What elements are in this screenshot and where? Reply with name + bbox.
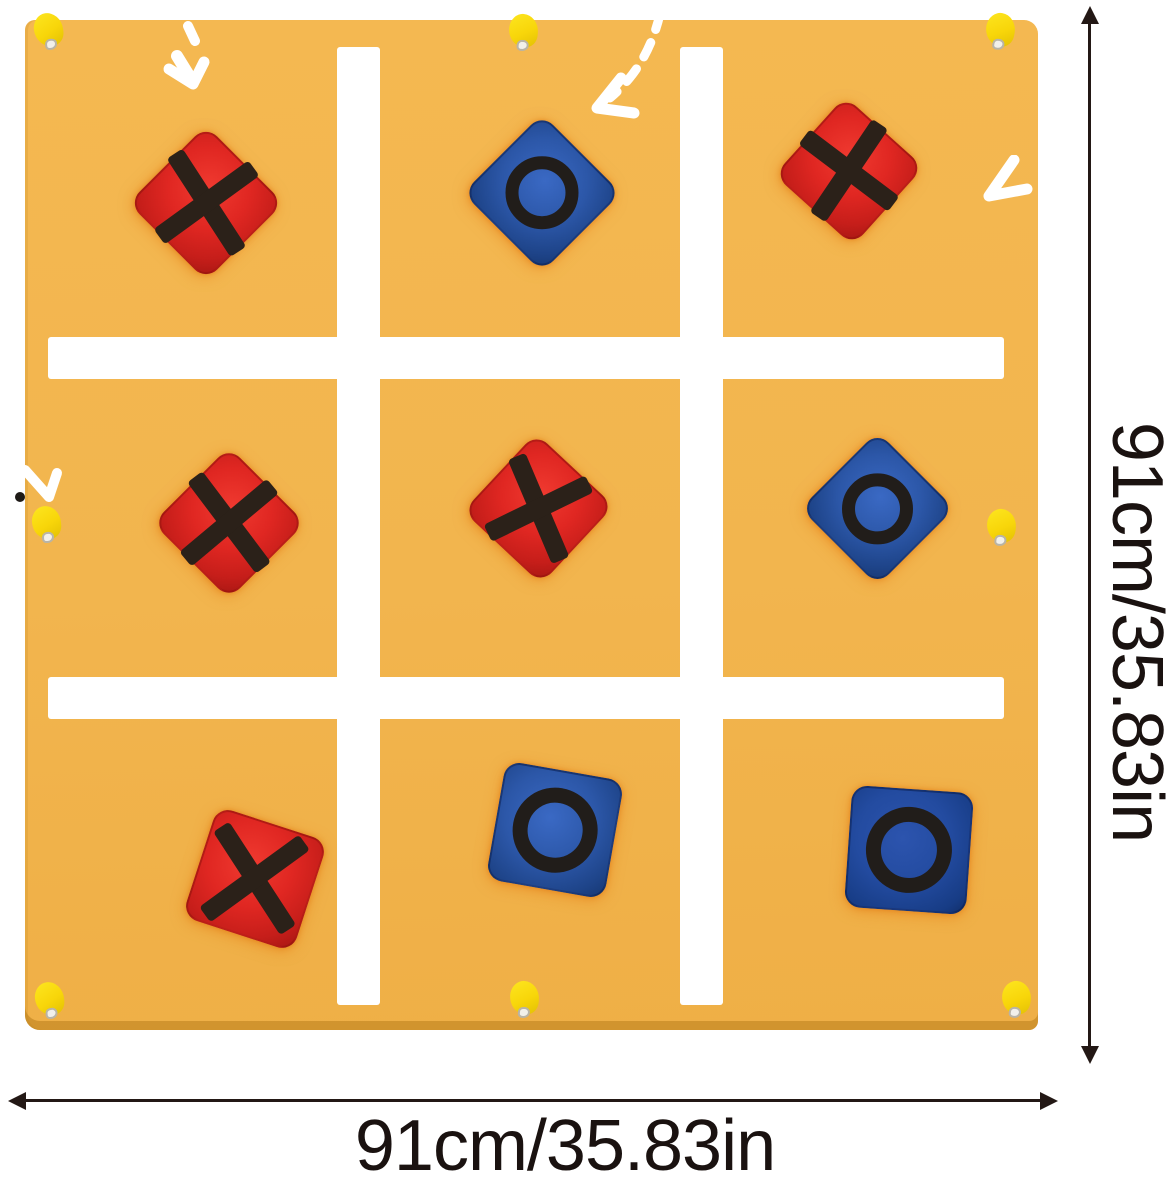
x-mark	[474, 444, 604, 574]
height-dimension-line	[1088, 22, 1091, 1046]
dimension-arrow-icon	[8, 1092, 26, 1110]
x-mark	[146, 143, 266, 263]
o-mark	[863, 804, 955, 896]
grid-line-horizontal-1	[48, 337, 1004, 379]
bean-bag-x	[128, 125, 284, 281]
width-dimension-label: 91cm/35.83in	[354, 1106, 776, 1186]
bean-bag-x	[462, 432, 615, 585]
grid-line-vertical-2	[680, 47, 723, 1005]
bean-bag-x	[774, 96, 924, 246]
toss-arrow-icon	[980, 155, 1038, 211]
dimension-arrow-icon	[1040, 1092, 1058, 1110]
tic-tac-toe-mat	[25, 20, 1038, 1030]
width-dimension-line	[24, 1099, 1042, 1102]
o-mark	[827, 458, 928, 559]
dimension-arrow-icon	[1081, 6, 1099, 24]
dimension-arrow-icon	[1081, 1046, 1099, 1064]
dashed-toss-arrow-icon	[560, 8, 675, 133]
bean-bag-x	[152, 446, 306, 600]
bean-bag-o	[843, 784, 975, 916]
bean-bag-x	[181, 805, 329, 953]
arrow-dot	[15, 492, 25, 502]
x-mark	[173, 467, 284, 578]
bean-bag-o	[800, 431, 955, 586]
o-mark	[490, 141, 594, 245]
bean-bag-o	[485, 760, 625, 900]
x-mark	[192, 816, 318, 942]
toss-arrow-icon	[160, 20, 220, 98]
grid-line-vertical-1	[337, 47, 380, 1005]
height-dimension-label: 91cm/35.83in	[1097, 421, 1173, 843]
toss-arrow-icon	[14, 462, 66, 516]
grid-line-horizontal-2	[48, 677, 1004, 719]
bean-bag-o	[462, 113, 622, 273]
o-mark	[505, 780, 605, 880]
x-mark	[789, 111, 910, 232]
